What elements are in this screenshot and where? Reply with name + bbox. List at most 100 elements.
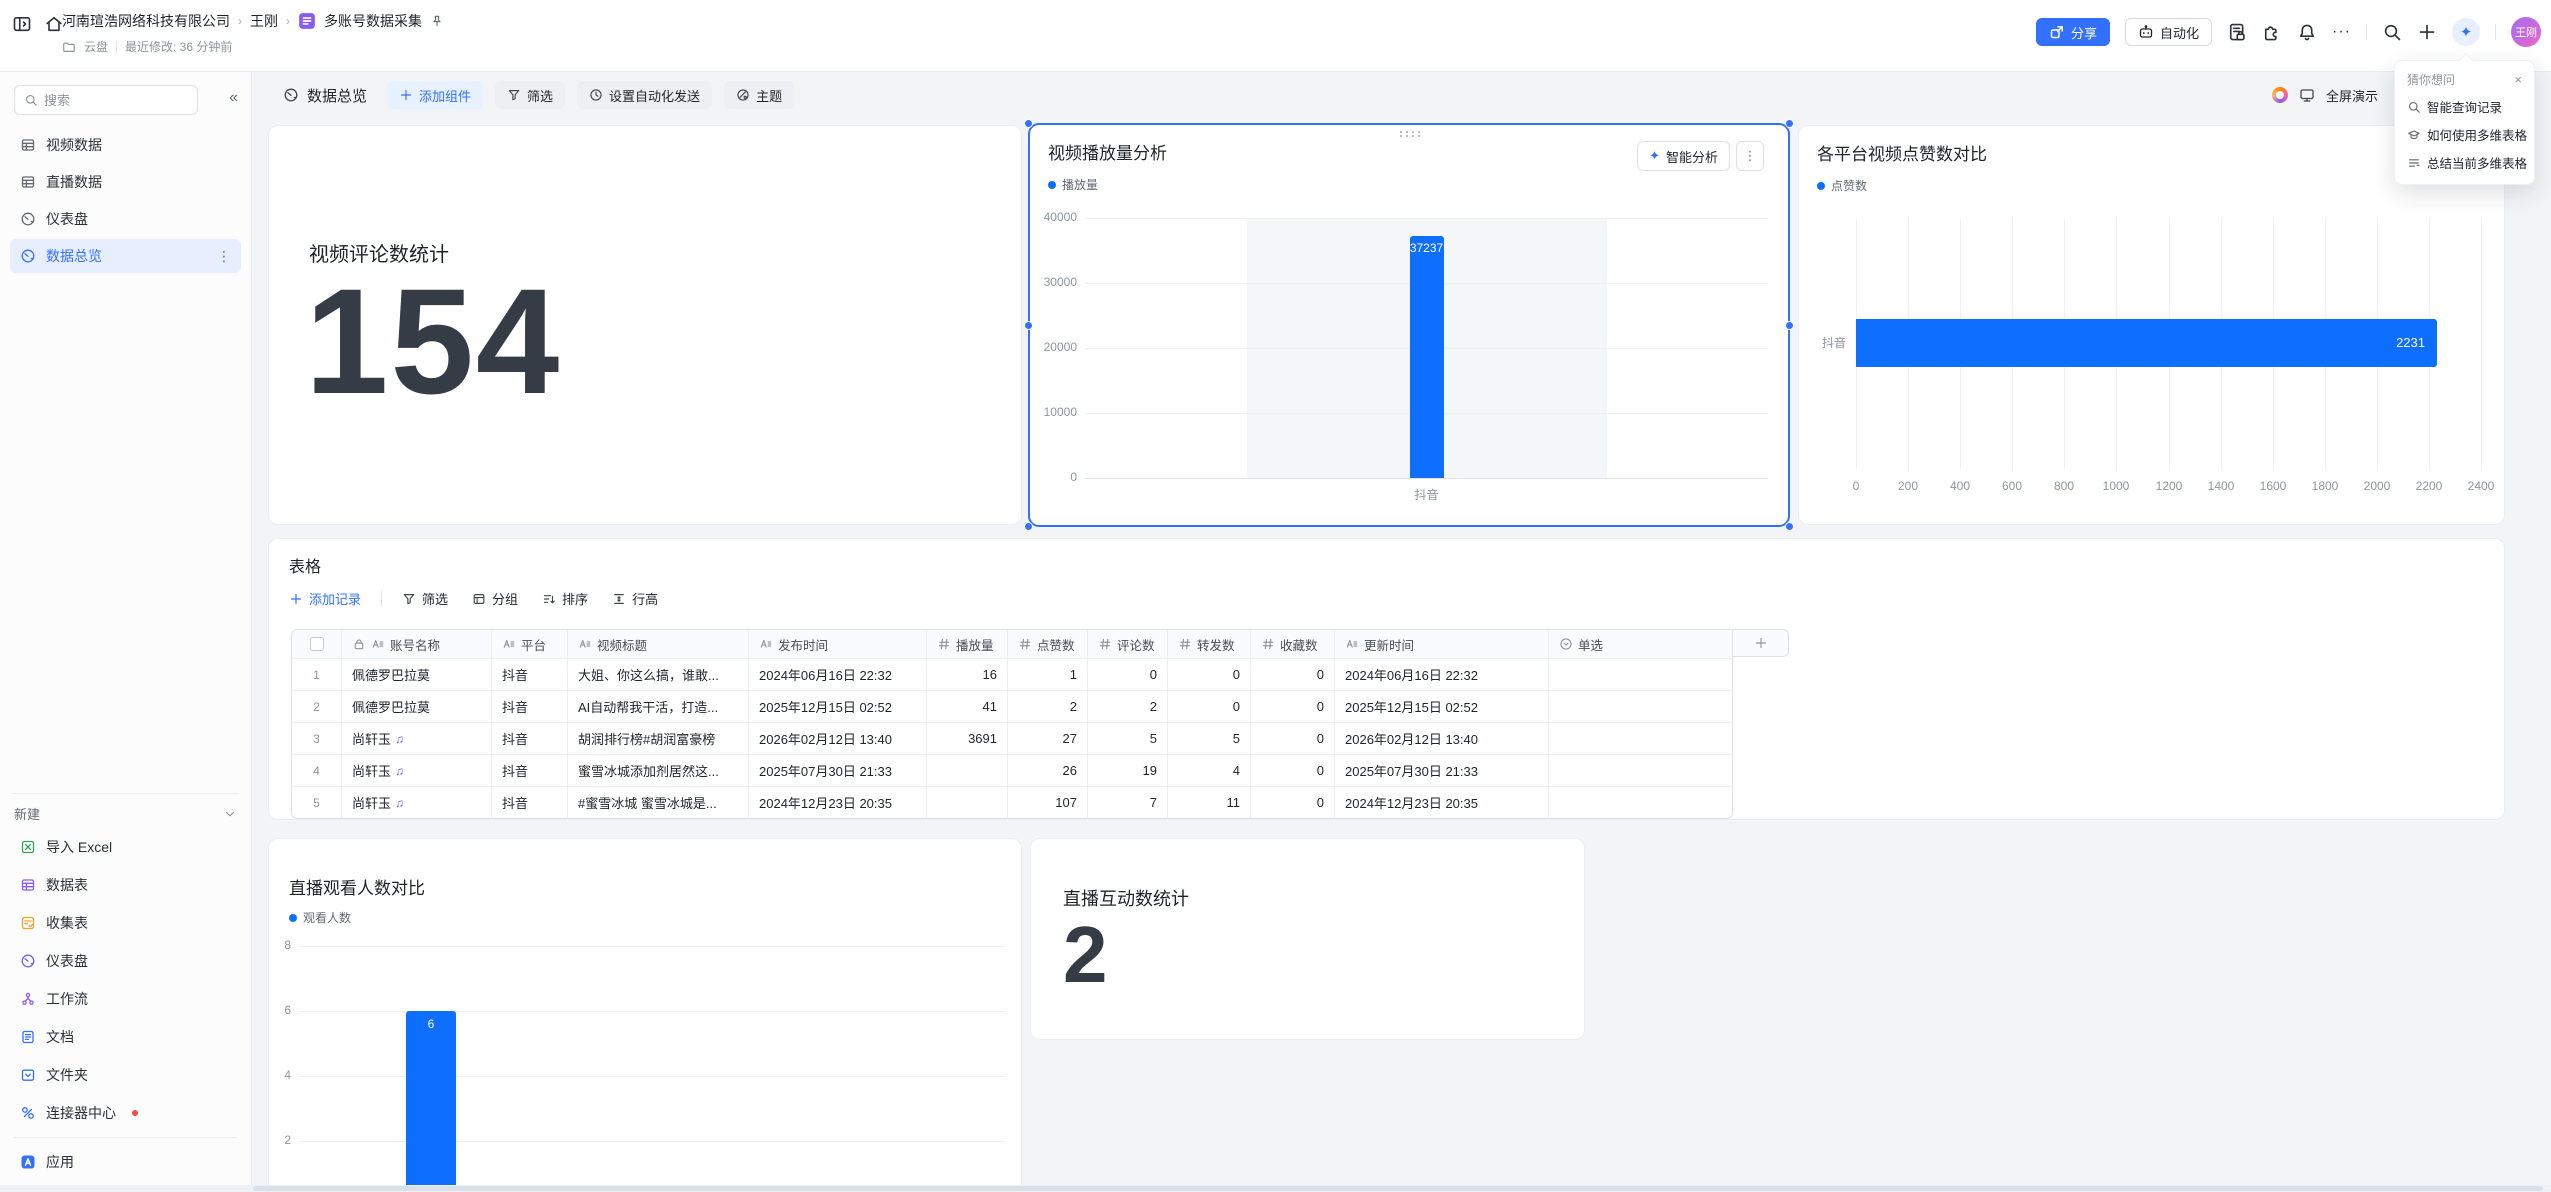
storage-location[interactable]: 云盘 — [84, 40, 109, 54]
column-header-发布时间[interactable]: 发布时间 — [749, 630, 927, 658]
search-input[interactable] — [44, 92, 188, 108]
select-all-checkbox[interactable] — [309, 637, 324, 651]
cell-评论数[interactable]: 19 — [1088, 755, 1168, 786]
sidebar-item-video-data[interactable]: 视频数据 — [10, 128, 241, 162]
column-header-账号名称[interactable]: 账号名称 — [342, 630, 492, 658]
cell-视频标题[interactable]: #蜜雪冰城 蜜雪冰城是... — [568, 787, 749, 818]
cell-收藏数[interactable]: 0 — [1251, 659, 1335, 690]
table-sort-button[interactable]: 排序 — [542, 589, 588, 608]
cell-平台[interactable]: 抖音 — [492, 659, 568, 690]
cell-评论数[interactable]: 0 — [1088, 659, 1168, 690]
smart-analysis-button[interactable]: ✦ 智能分析 — [1637, 141, 1730, 171]
add-record-button[interactable]: 添加记录 — [289, 589, 361, 608]
cell-单选[interactable] — [1549, 691, 1732, 722]
popup-item-query-history[interactable]: 智能查询记录 — [2407, 97, 2522, 116]
sidebar-item-dashboard[interactable]: 仪表盘 — [10, 202, 241, 236]
row-number[interactable]: 5 — [292, 787, 342, 818]
cell-播放量[interactable] — [927, 755, 1008, 786]
chart-legend[interactable]: 观看人数 — [289, 909, 351, 926]
cell-收藏数[interactable]: 0 — [1251, 787, 1335, 818]
cell-更新时间[interactable]: 2025年12月15日 02:52 — [1335, 691, 1549, 722]
row-height-button[interactable]: 行高 — [612, 589, 658, 608]
cell-评论数[interactable]: 7 — [1088, 787, 1168, 818]
popup-item-summarize[interactable]: 总结当前多维表格 — [2407, 153, 2527, 172]
cell-视频标题[interactable]: AI自动帮我干活，打造... — [568, 691, 749, 722]
cell-收藏数[interactable]: 0 — [1251, 723, 1335, 754]
table-row[interactable]: 3 尚轩玉 ♫ 抖音 胡润排行榜#胡润富豪榜 2026年02月12日 13:40 3691 2… — [292, 722, 1732, 754]
column-header-视频标题[interactable]: 视频标题 — [568, 630, 749, 658]
card-live-viewers-chart[interactable]: 直播观看人数对比 观看人数 8 6 4 2 6 — [268, 838, 1022, 1192]
cell-发布时间[interactable]: 2024年06月16日 22:32 — [749, 659, 927, 690]
cell-转发数[interactable]: 5 — [1168, 723, 1251, 754]
cell-转发数[interactable]: 11 — [1168, 787, 1251, 818]
cell-视频标题[interactable]: 胡润排行榜#胡润富豪榜 — [568, 723, 749, 754]
column-header-单选[interactable]: 单选 — [1549, 630, 1732, 658]
card-video-plays-chart[interactable]: 视频播放量分析 ✦ 智能分析 ⋮ 播放量 0 10000 20000 30000 400… — [1024, 119, 1794, 531]
cell-点赞数[interactable]: 107 — [1008, 787, 1088, 818]
cell-account[interactable]: 佩德罗巴拉莫 — [342, 659, 492, 690]
resize-handle[interactable] — [1024, 522, 1033, 531]
sidebar-item-data-overview[interactable]: 数据总览 ⋮ — [10, 239, 241, 273]
ai-gradient-icon[interactable] — [2272, 87, 2288, 103]
theme-button[interactable]: 主题 — [724, 81, 795, 109]
cell-更新时间[interactable]: 2024年12月23日 20:35 — [1335, 787, 1549, 818]
row-number[interactable]: 1 — [292, 659, 342, 690]
search-box[interactable] — [14, 85, 198, 115]
bar-douyin[interactable] — [1856, 319, 2437, 367]
cell-更新时间[interactable]: 2025年07月30日 21:33 — [1335, 755, 1549, 786]
cell-收藏数[interactable]: 0 — [1251, 691, 1335, 722]
ai-assistant-button[interactable]: ✦ — [2452, 18, 2480, 46]
cell-更新时间[interactable]: 2026年02月12日 13:40 — [1335, 723, 1549, 754]
cell-发布时间[interactable]: 2025年07月30日 21:33 — [749, 755, 927, 786]
present-button[interactable]: 全屏演示 — [2326, 88, 2379, 104]
cell-更新时间[interactable]: 2024年06月16日 22:32 — [1335, 659, 1549, 690]
sidebar-collapse-icon[interactable]: « — [229, 89, 238, 106]
column-header-更新时间[interactable]: 更新时间 — [1335, 630, 1549, 658]
bar-douyin[interactable] — [1409, 236, 1444, 478]
horizontal-scrollbar[interactable] — [0, 1185, 2551, 1192]
breadcrumb-space[interactable]: 王刚 — [250, 13, 278, 29]
table-row[interactable]: 5 尚轩玉 ♫ 抖音 #蜜雪冰城 蜜雪冰城是... 2024年12月23日 20:35 10… — [292, 786, 1732, 818]
more-menu-icon[interactable]: ··· — [2332, 23, 2351, 40]
cell-account[interactable]: 尚轩玉 ♫ — [342, 755, 492, 786]
cell-播放量[interactable]: 3691 — [927, 723, 1008, 754]
cell-单选[interactable] — [1549, 723, 1732, 754]
chart-legend[interactable]: 点赞数 — [1817, 177, 1867, 194]
column-header-播放量[interactable]: 播放量 — [927, 630, 1008, 658]
search-icon[interactable] — [2382, 22, 2402, 42]
cell-播放量[interactable]: 41 — [927, 691, 1008, 722]
cell-评论数[interactable]: 5 — [1088, 723, 1168, 754]
breadcrumb-document[interactable]: 多账号数据采集 — [324, 13, 422, 29]
sidebar-toggle-icon[interactable] — [12, 14, 32, 34]
cell-平台[interactable]: 抖音 — [492, 691, 568, 722]
avatar[interactable]: 王刚 — [2511, 17, 2541, 47]
add-column-button[interactable] — [1733, 629, 1789, 657]
notifications-bell-icon[interactable] — [2297, 22, 2317, 42]
new-item-data-table[interactable]: 数据表 — [10, 867, 241, 903]
cell-转发数[interactable]: 4 — [1168, 755, 1251, 786]
chevron-down-icon[interactable] — [223, 807, 237, 821]
cell-发布时间[interactable]: 2026年02月12日 13:40 — [749, 723, 927, 754]
resize-handle[interactable] — [1024, 119, 1033, 128]
cell-视频标题[interactable]: 蜜雪冰城添加剂居然这... — [568, 755, 749, 786]
new-item-folder[interactable]: 文件夹 — [10, 1057, 241, 1093]
create-new-icon[interactable] — [2417, 22, 2437, 42]
cell-播放量[interactable] — [927, 787, 1008, 818]
table-row[interactable]: 2 佩德罗巴拉莫 抖音 AI自动帮我干活，打造... 2025年12月15日 02:52… — [292, 690, 1732, 722]
cell-点赞数[interactable]: 2 — [1008, 691, 1088, 722]
cell-评论数[interactable]: 2 — [1088, 691, 1168, 722]
auto-send-button[interactable]: 设置自动化发送 — [577, 81, 713, 109]
card-live-interaction-stat[interactable]: 直播互动数统计 2 — [1030, 838, 1585, 1040]
breadcrumb-company[interactable]: 河南瑄浩网络科技有限公司 — [62, 13, 230, 29]
row-number[interactable]: 3 — [292, 723, 342, 754]
widgets-icon[interactable] — [2262, 22, 2282, 42]
cell-播放量[interactable]: 16 — [927, 659, 1008, 690]
cell-平台[interactable]: 抖音 — [492, 755, 568, 786]
table-row[interactable]: 4 尚轩玉 ♫ 抖音 蜜雪冰城添加剂居然这... 2025年07月30日 21:33 26 1… — [292, 754, 1732, 786]
card-likes-compare-chart[interactable]: 各平台视频点赞数对比 点赞数 0 200 400 600 800 1000 1200 1400… — [1798, 125, 2505, 525]
chart-more-button[interactable]: ⋮ — [1736, 141, 1764, 171]
card-video-comment-stat[interactable]: 视频评论数统计 154 — [268, 125, 1022, 525]
bar-douyin[interactable] — [406, 1011, 456, 1192]
cell-点赞数[interactable]: 1 — [1008, 659, 1088, 690]
scrollbar-thumb[interactable] — [253, 1186, 2543, 1191]
